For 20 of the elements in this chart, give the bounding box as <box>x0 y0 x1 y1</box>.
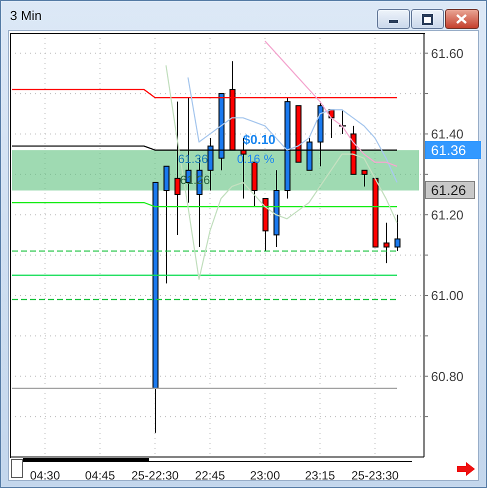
x-tick-label: 25-22:30 <box>131 468 180 483</box>
candlestick <box>362 170 368 187</box>
x-tick-label: 23:15 <box>304 468 336 483</box>
y-tick-label: 61.00 <box>431 288 464 304</box>
annotation: $0.10 <box>243 132 276 148</box>
candlestick <box>394 214 400 252</box>
x-tick-label: 23:00 <box>250 468 280 483</box>
x-tick-label: 25-23:30 <box>351 468 400 483</box>
candlestick <box>384 222 390 264</box>
chart-title: 3 Min <box>10 8 42 24</box>
y-tick-label: 60.80 <box>431 368 464 384</box>
x-tick-label: 04:30 <box>30 468 60 483</box>
y-tick-label: 61.40 <box>431 126 464 142</box>
x-tick-label: 22:45 <box>194 468 226 483</box>
y-tick-label: 61.20 <box>431 207 464 222</box>
y-tick-label: 61.60 <box>431 46 464 61</box>
text: 61.26 <box>425 181 475 200</box>
text: 61.36 <box>425 141 481 160</box>
x-tick-label: 04:45 <box>84 468 116 483</box>
line-series <box>165 64 398 280</box>
